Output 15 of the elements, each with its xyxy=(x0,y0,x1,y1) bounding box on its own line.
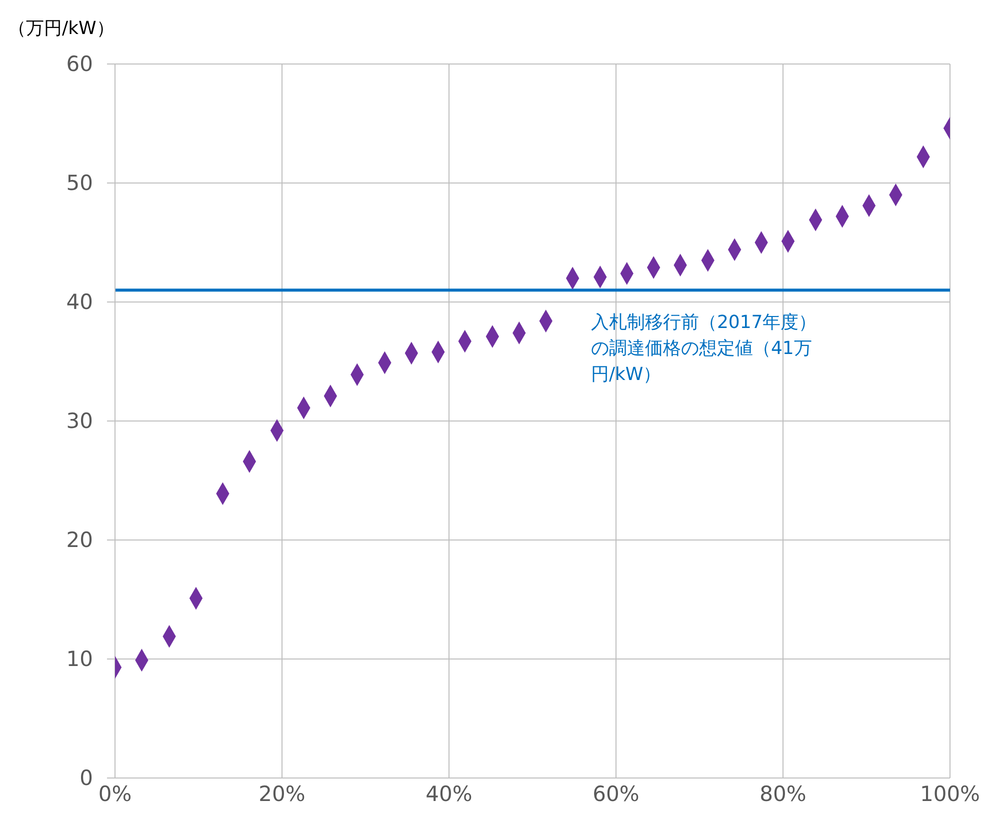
ref-line-label: 入札制移行前（2017年度）の調達価格の想定値（41万円/kW） xyxy=(590,311,818,388)
x-tick-label: 20% xyxy=(258,782,306,806)
y-tick-label: 50 xyxy=(66,171,93,195)
x-tick-label: 80% xyxy=(760,782,806,806)
x-tick-label: 60% xyxy=(592,782,640,806)
y-tick-label: 40 xyxy=(66,290,93,314)
y-tick-label: 10 xyxy=(66,647,93,671)
x-tick-label: 0% xyxy=(98,782,132,806)
y-tick-label: 30 xyxy=(66,409,93,433)
y-axis-title: （万円/kW） xyxy=(8,17,114,40)
y-tick-label: 0 xyxy=(80,766,93,790)
x-tick-label: 40% xyxy=(426,782,472,806)
x-tick-label: 100% xyxy=(920,782,980,806)
y-tick-label: 20 xyxy=(66,528,93,552)
y-tick-label: 60 xyxy=(66,52,93,76)
